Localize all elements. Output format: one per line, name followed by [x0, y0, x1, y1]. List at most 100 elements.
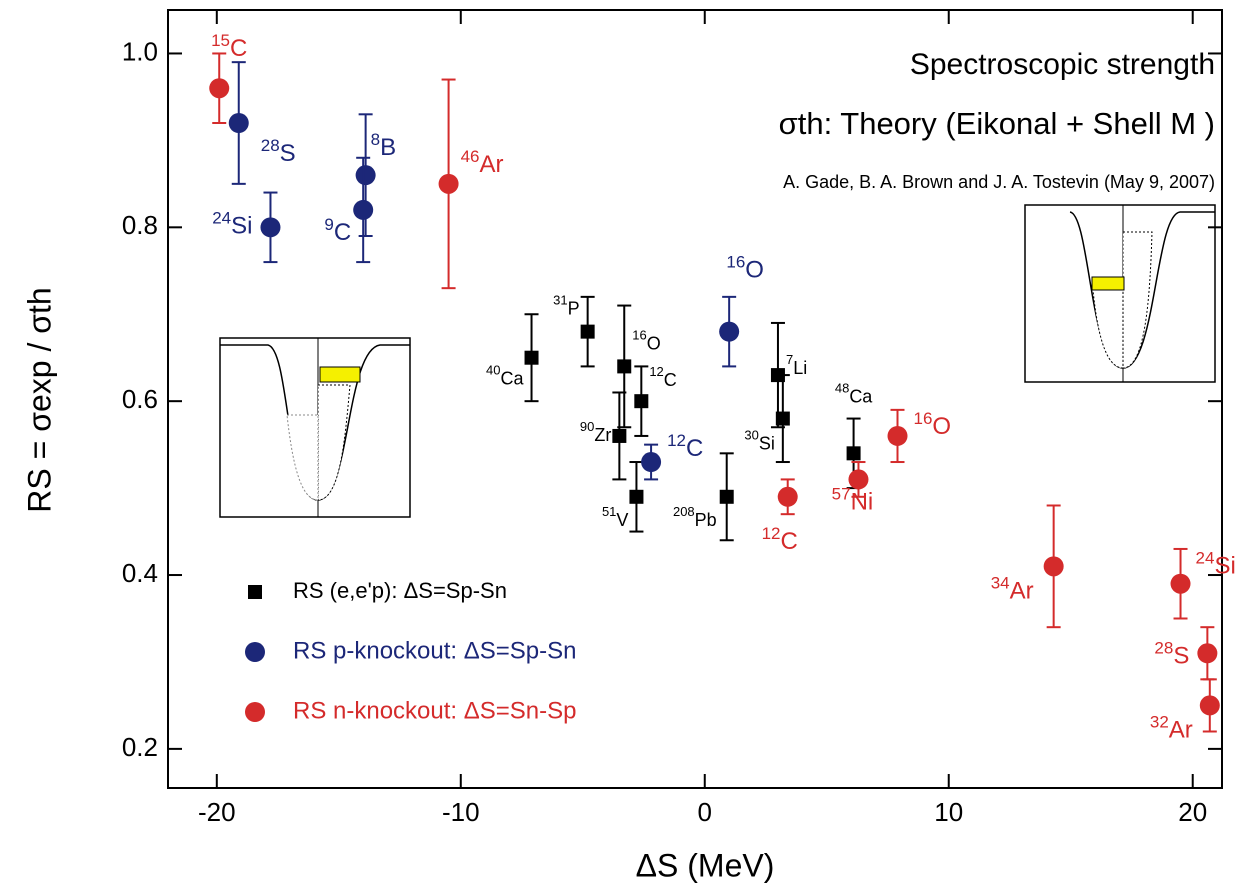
point — [848, 469, 869, 490]
point — [1043, 556, 1064, 577]
x-tick-label: -10 — [442, 797, 480, 827]
mass-number: 28 — [261, 136, 280, 155]
point-label: 16O — [914, 409, 952, 440]
point — [438, 173, 459, 194]
point-label: 28S — [1154, 639, 1189, 670]
element: Ar — [1010, 578, 1034, 605]
point — [355, 165, 376, 186]
mass-number: 30 — [744, 428, 758, 443]
element: C — [781, 528, 798, 555]
element: Zr — [594, 425, 611, 445]
point — [887, 425, 908, 446]
legend-label: RS (e,e'p): ΔS=Sp-Sn — [293, 578, 507, 603]
element: O — [745, 257, 764, 284]
mass-number: 28 — [1154, 639, 1173, 658]
mass-number: 46 — [461, 147, 480, 166]
mass-number: 40 — [486, 363, 500, 378]
point — [1170, 573, 1191, 594]
element: C — [686, 435, 703, 462]
x-axis-title: ΔS (MeV) — [636, 847, 775, 883]
mass-number: 208 — [673, 504, 695, 519]
x-tick-label: 20 — [1178, 797, 1207, 827]
element: C — [664, 370, 677, 390]
element: Si — [759, 433, 775, 453]
point-label: 12C — [649, 365, 676, 390]
hatched-region — [286, 414, 319, 501]
element: S — [1173, 643, 1189, 670]
point — [1197, 643, 1218, 664]
point — [580, 324, 595, 339]
y-tick-label: 0.2 — [122, 732, 158, 762]
mass-number: 51 — [602, 504, 616, 519]
legend-label: RS n-knockout: ΔS=Sn-Sp — [293, 697, 577, 724]
mass-number: 12 — [649, 365, 663, 380]
element: O — [932, 413, 951, 440]
y-tick-label: 0.6 — [122, 384, 158, 414]
point-label: 16O — [726, 253, 764, 284]
element: C — [230, 36, 247, 63]
point-label: 57Ni — [832, 485, 874, 516]
inset-right — [1024, 204, 1216, 383]
element: V — [616, 510, 628, 530]
mass-number: 48 — [835, 381, 849, 396]
point-label: 24Si — [212, 209, 252, 240]
element: P — [568, 298, 580, 318]
element: C — [334, 219, 351, 246]
point-label: 7Li — [786, 353, 807, 378]
y-tick-label: 0.4 — [122, 558, 158, 588]
point — [524, 350, 539, 365]
element: Li — [793, 358, 807, 378]
mass-number: 12 — [667, 432, 686, 451]
point-label: 46Ar — [461, 147, 504, 178]
element: O — [647, 333, 661, 353]
hatched-region — [1092, 231, 1153, 369]
point — [353, 199, 374, 220]
element: S — [280, 140, 296, 167]
mass-number: 57 — [832, 485, 851, 504]
point — [612, 428, 627, 443]
mass-number: 24 — [212, 209, 231, 228]
point — [719, 489, 734, 504]
y-tick-label: 1.0 — [122, 36, 158, 66]
mass-number: 15 — [211, 32, 230, 51]
legend-marker — [248, 585, 262, 599]
x-tick-label: 10 — [934, 797, 963, 827]
point — [209, 78, 230, 99]
point — [641, 452, 662, 473]
point-label: 16O — [632, 328, 660, 353]
mass-number: 9 — [324, 215, 333, 234]
point — [846, 446, 861, 461]
point-label: 32Ar — [1150, 713, 1193, 744]
point-label: 208Pb — [673, 504, 717, 529]
legend-label: RS p-knockout: ΔS=Sp-Sn — [293, 637, 577, 664]
mass-number: 7 — [786, 353, 793, 368]
point-label: 48Ca — [835, 381, 873, 406]
point — [775, 411, 790, 426]
point-label: 31P — [553, 293, 579, 318]
point — [1199, 695, 1220, 716]
mass-number: 32 — [1150, 713, 1169, 732]
point-label: 30Si — [744, 428, 774, 453]
point — [777, 486, 798, 507]
point-label: 51V — [602, 504, 628, 529]
point-label: 12C — [762, 524, 798, 555]
mass-number: 16 — [726, 253, 745, 272]
point-label: 9C — [324, 215, 351, 246]
chart-title: Spectroscopic strength — [910, 48, 1215, 81]
point — [629, 489, 644, 504]
mass-number: 12 — [762, 524, 781, 543]
element: Ni — [851, 489, 874, 516]
point-label: 40Ca — [486, 363, 524, 388]
element: B — [380, 135, 396, 162]
point — [260, 217, 281, 238]
point — [228, 113, 249, 134]
point-label: 90Zr — [580, 419, 611, 444]
point — [634, 394, 649, 409]
element: Ar — [1169, 717, 1193, 744]
element: Si — [1214, 553, 1235, 580]
point-label: 24Si — [1196, 549, 1236, 580]
mass-number: 31 — [553, 293, 567, 308]
element: Ar — [480, 151, 504, 178]
yellow-level — [1091, 276, 1125, 291]
